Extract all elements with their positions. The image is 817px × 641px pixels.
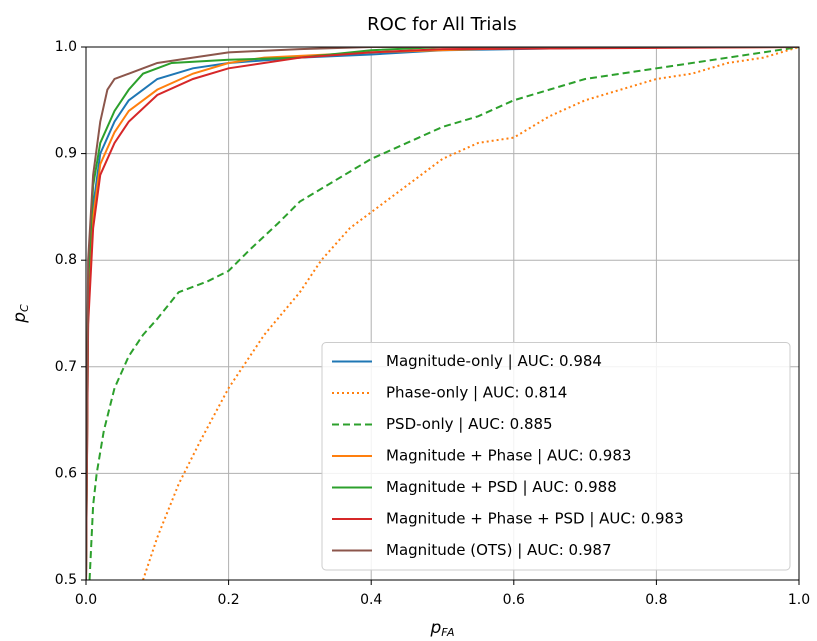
roc-line bbox=[86, 47, 799, 580]
chart-title: ROC for All Trials bbox=[367, 14, 517, 35]
y-tick-label: 0.5 bbox=[55, 572, 77, 588]
y-axis-label-sub: C bbox=[18, 304, 31, 312]
x-tick-label: 0.0 bbox=[75, 592, 97, 608]
y-tick-label: 0.7 bbox=[55, 359, 77, 375]
roc-line bbox=[88, 47, 799, 580]
legend-label: Magnitude + Phase | AUC: 0.983 bbox=[386, 447, 631, 465]
x-tick-label: 0.8 bbox=[645, 592, 667, 608]
x-axis-label-sub: FA bbox=[441, 626, 454, 639]
y-axis-label: pC bbox=[10, 304, 31, 324]
roc-line bbox=[86, 47, 799, 580]
y-tick-label: 0.6 bbox=[55, 465, 77, 481]
roc-line bbox=[142, 47, 799, 580]
x-axis-label: pFA bbox=[429, 618, 454, 639]
y-tick-label: 0.8 bbox=[55, 252, 77, 268]
x-tick-label: 1.0 bbox=[788, 592, 810, 608]
y-tick-label: 0.9 bbox=[55, 146, 77, 162]
plot-area bbox=[86, 47, 799, 580]
x-tick-label: 0.2 bbox=[217, 592, 239, 608]
legend: Magnitude-only | AUC: 0.984 Phase-only | … bbox=[321, 342, 791, 571]
x-axis-label-main: p bbox=[429, 618, 441, 638]
legend-label: Magnitude + PSD | AUC: 0.988 bbox=[386, 478, 617, 496]
legend-label: Magnitude + Phase + PSD | AUC: 0.983 bbox=[386, 510, 684, 528]
legend-label: Magnitude-only | AUC: 0.984 bbox=[386, 352, 602, 370]
y-axis-label-main: p bbox=[10, 312, 30, 324]
legend-box bbox=[321, 342, 791, 571]
y-tick-label: 1.0 bbox=[55, 39, 77, 55]
legend-label: PSD-only | AUC: 0.885 bbox=[386, 415, 553, 433]
axes-frame bbox=[85, 46, 800, 581]
x-tick-label: 0.6 bbox=[503, 592, 525, 608]
legend-label: Phase-only | AUC: 0.814 bbox=[386, 384, 567, 402]
x-tick-label: 0.4 bbox=[360, 592, 382, 608]
legend-label: Magnitude (OTS) | AUC: 0.987 bbox=[386, 541, 612, 559]
